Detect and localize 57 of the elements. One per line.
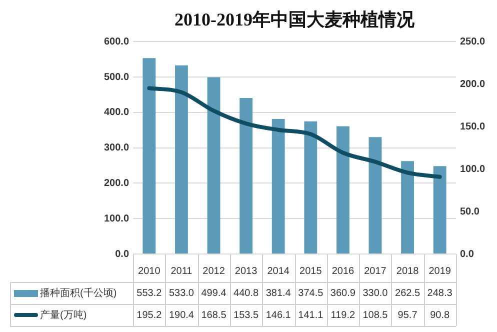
y-tick-label: 100.0 [104,213,130,224]
data-label: 141.1 [298,310,324,321]
x-tick-label: 2014 [267,266,290,277]
x-tick-label: 2019 [428,266,452,277]
bar [433,166,446,254]
x-tick-label: 2018 [396,266,420,277]
x-tick-label: 2016 [332,266,354,277]
x-tick-label: 2017 [364,266,387,277]
data-label: 440.8 [234,288,260,299]
data-label: 330.0 [362,288,388,299]
y-tick-label: 500.0 [104,72,130,83]
data-label: 360.9 [330,288,356,299]
data-label: 146.1 [266,310,292,321]
data-label: 499.4 [201,288,227,299]
data-label: 553.2 [136,288,162,299]
y2-tick-label: 0.0 [460,248,474,260]
y2-tick-label: 150.0 [460,121,486,132]
data-label: 262.5 [395,288,420,299]
y-tick-label: 400.0 [104,107,130,118]
x-tick-label: 2015 [300,266,322,277]
data-label: 168.5 [201,310,227,321]
x-tick-label: 2011 [170,266,193,277]
legend-label: 播种面积(千公顷) [40,286,117,299]
bar [272,118,285,254]
bar [175,65,188,254]
data-label: 90.8 [430,310,450,321]
y-tick-label: 300.0 [104,142,130,154]
y2-tick-label: 250.0 [460,36,486,48]
bar [240,98,253,254]
bar [401,161,414,254]
bar [368,137,382,254]
data-label: 190.4 [168,310,194,321]
y2-tick-label: 50.0 [460,206,480,218]
y-tick-label: 600.0 [104,36,130,48]
x-tick-label: 2013 [234,266,258,277]
bar [304,121,318,254]
data-label: 153.5 [234,310,260,321]
bar [207,77,220,254]
y-tick-label: 200.0 [104,178,130,189]
chart-title: 2010-2019年中国大麦种植情况 [174,9,416,30]
y2-tick-label: 200.0 [460,78,486,90]
x-tick-label: 2012 [202,266,226,277]
legend-label: 产量(万吨) [40,308,87,321]
y2-tick-label: 100.0 [460,164,486,175]
data-label: 248.3 [427,288,453,299]
line-series [147,86,442,179]
data-label: 95.7 [398,310,418,321]
x-tick-label: 2010 [138,266,161,277]
data-label: 533.0 [168,288,194,299]
data-label: 374.5 [298,288,324,299]
data-label: 119.2 [330,310,356,321]
y-tick-label: 0.0 [115,248,130,260]
bar [142,58,156,254]
bar [336,126,350,254]
data-label: 381.4 [266,288,292,299]
data-label: 108.5 [362,310,388,321]
data-label: 195.2 [136,310,162,321]
